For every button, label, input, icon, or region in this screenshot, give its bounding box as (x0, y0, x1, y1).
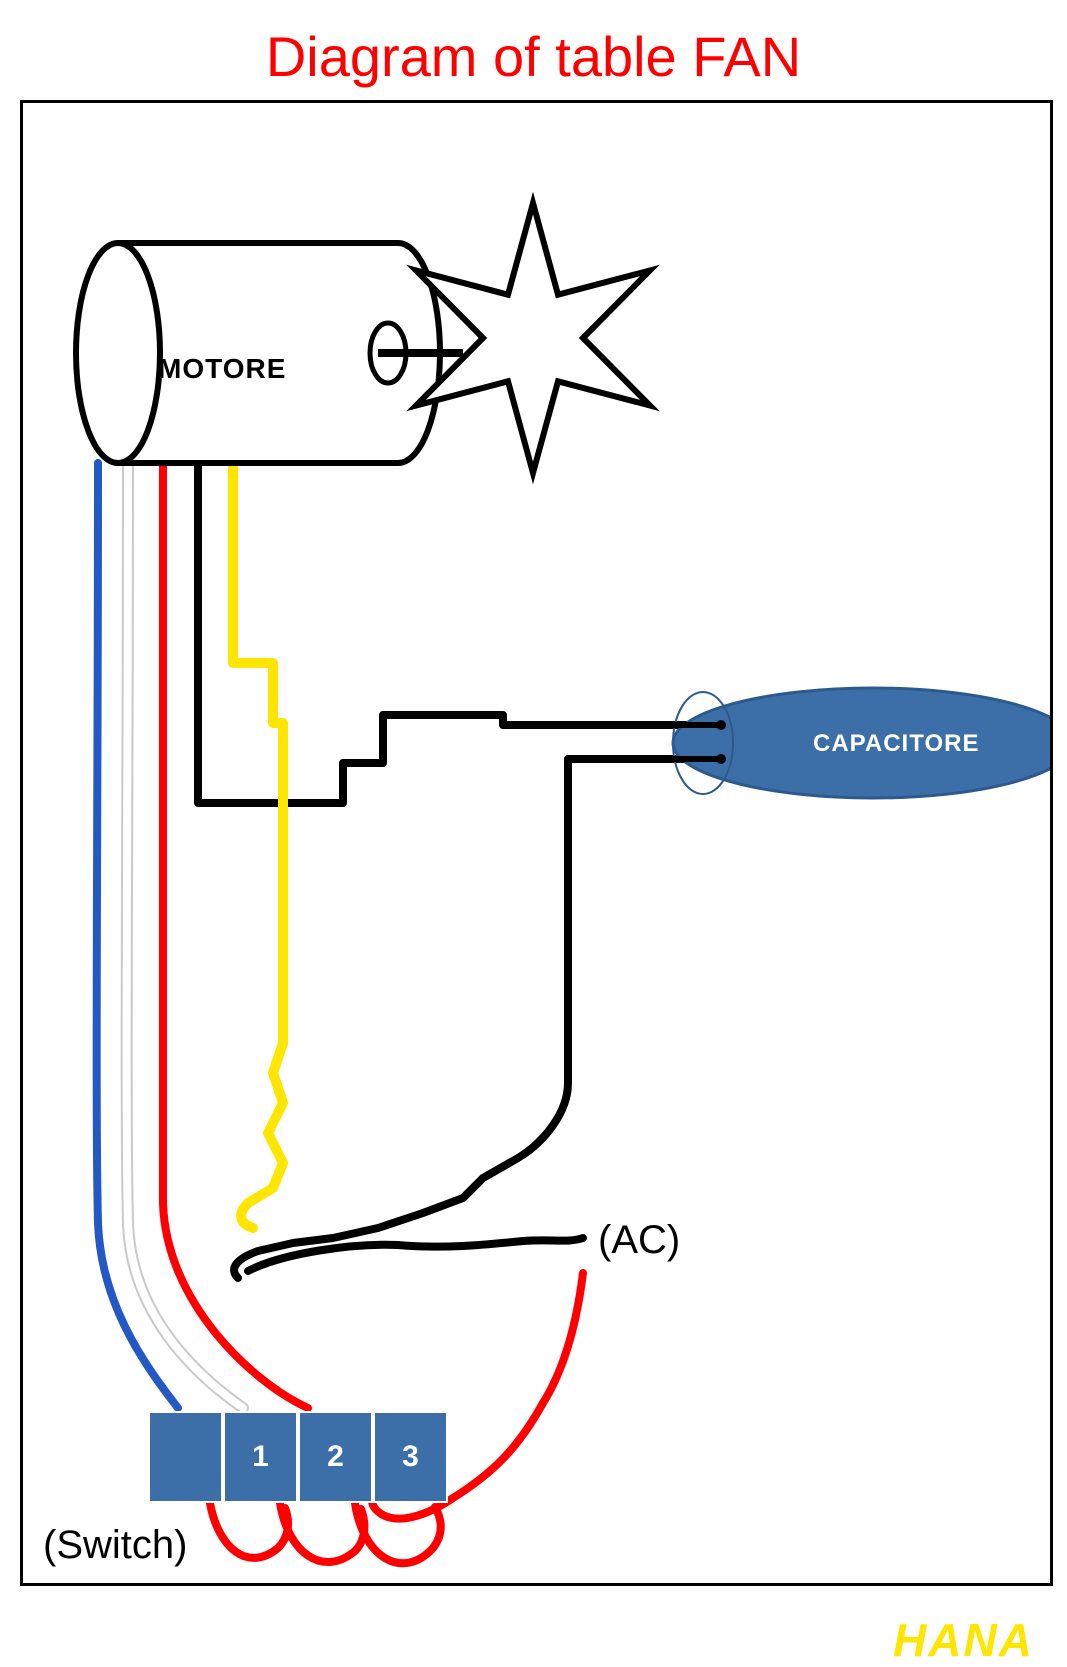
switch-block: 123 (148, 1411, 448, 1503)
diagram-frame: MOTORE CAPACITORE (AC) 123 (Switch) HANA (20, 100, 1053, 1586)
motor-label: MOTORE (158, 353, 286, 385)
capacitor-label: CAPACITORE (813, 730, 979, 758)
ac-label: (AC) (598, 1218, 680, 1263)
diagram-svg (23, 103, 1050, 1583)
brand-label: HANA (893, 1613, 1034, 1667)
switch-cell: 1 (223, 1411, 298, 1503)
switch-cell: 3 (373, 1411, 448, 1503)
switch-cell: 2 (298, 1411, 373, 1503)
switch-cell (148, 1411, 223, 1503)
diagram-title: Diagram of table FAN (0, 24, 1067, 89)
page: Diagram of table FAN (0, 0, 1067, 1600)
switch-label: (Switch) (43, 1523, 187, 1568)
